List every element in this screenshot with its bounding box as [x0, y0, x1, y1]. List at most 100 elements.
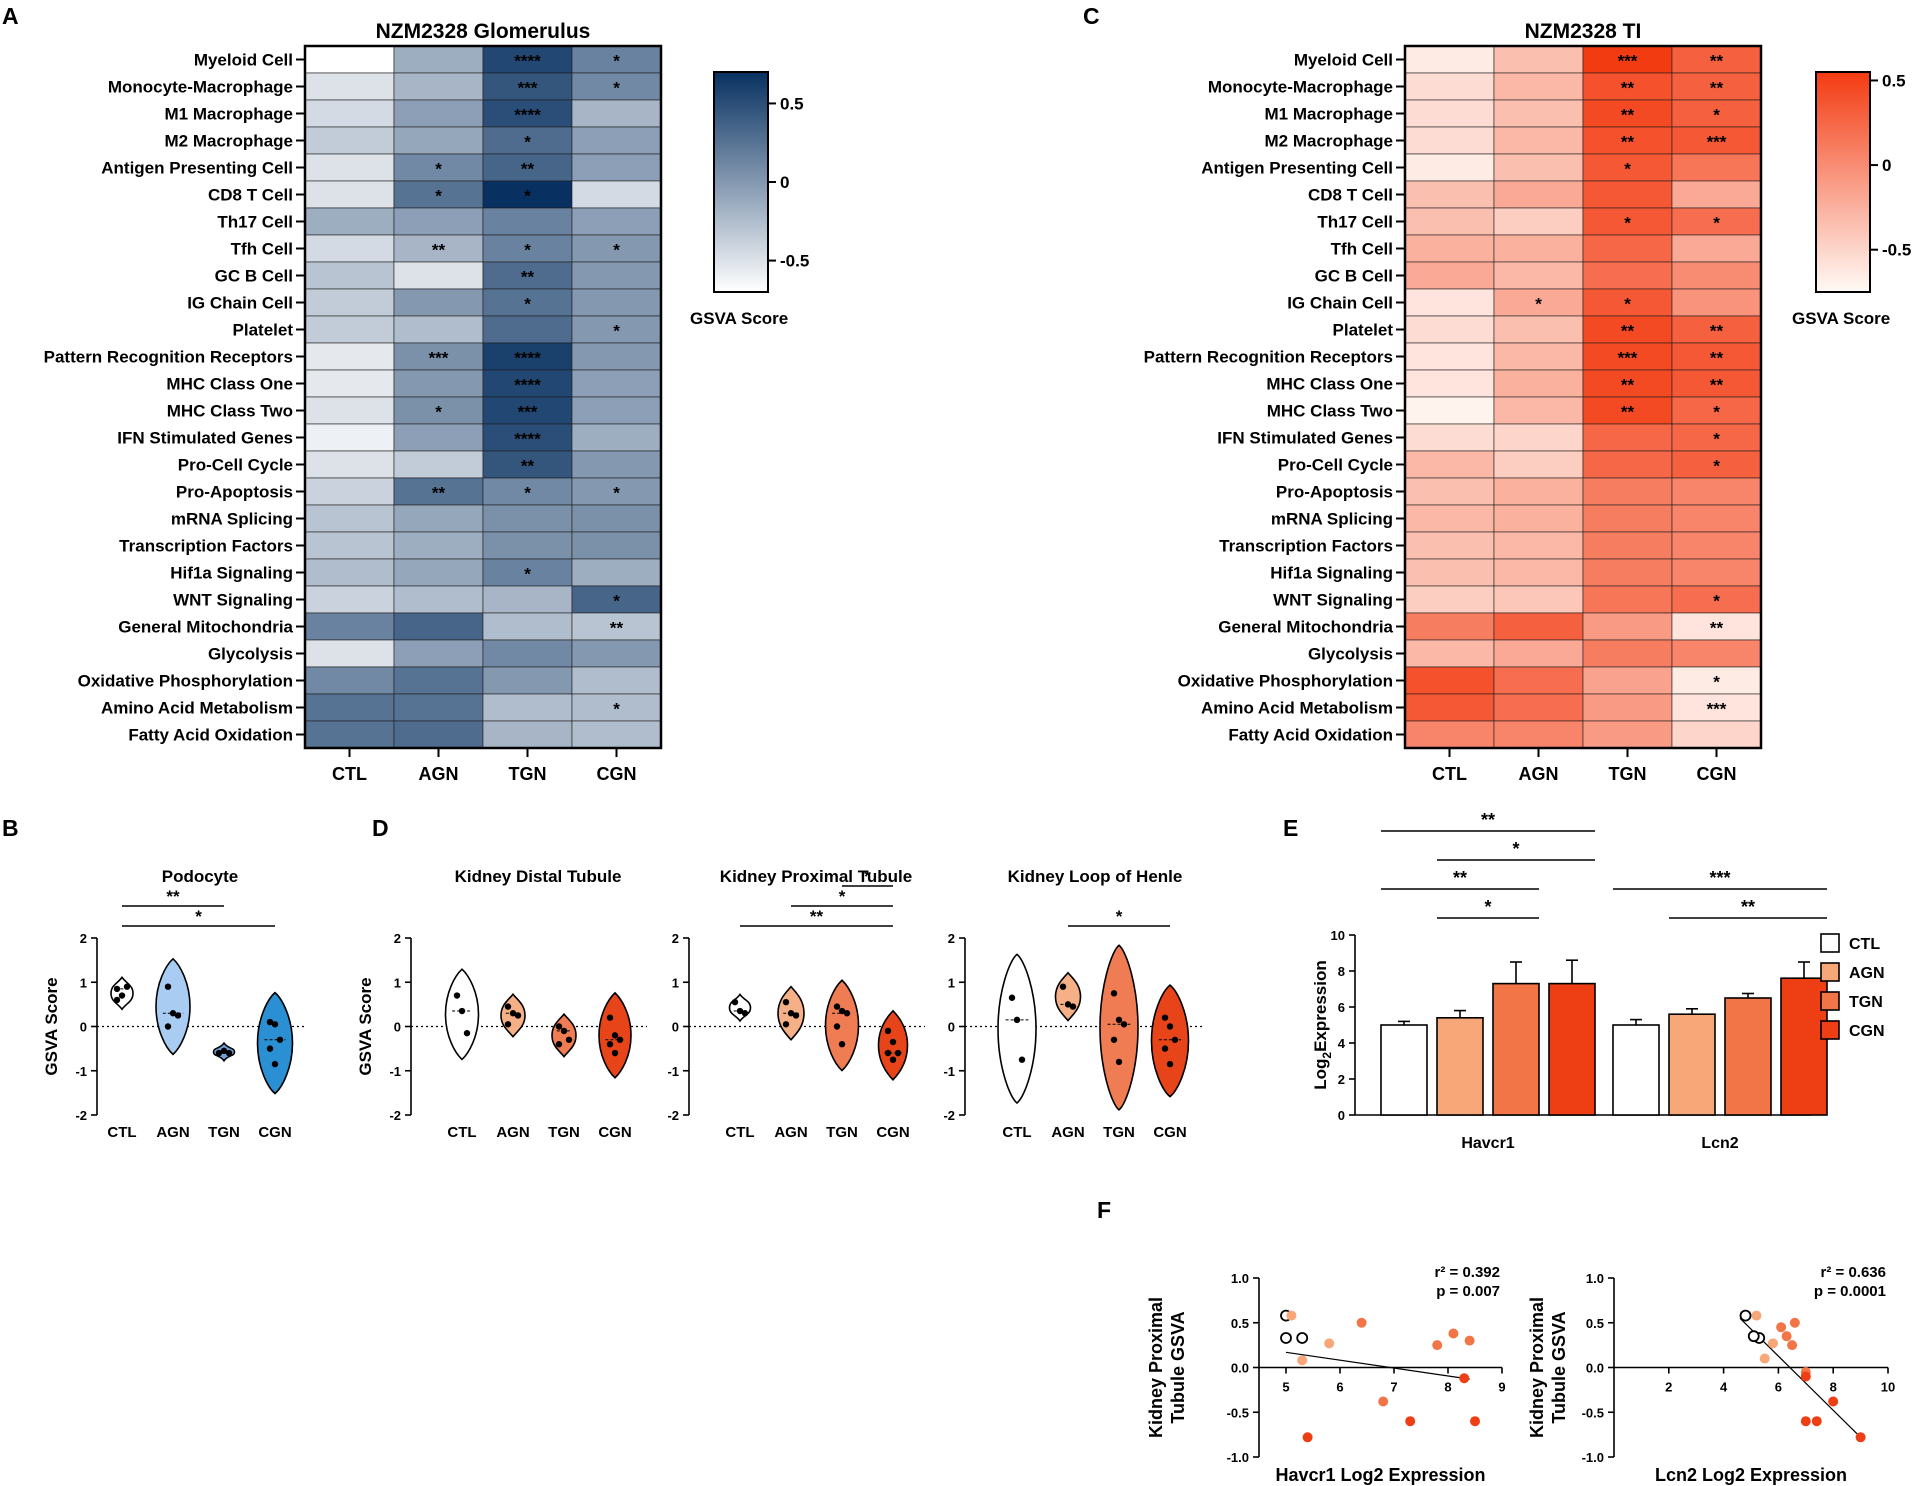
stat-p: p = 0.007 — [1436, 1283, 1500, 1300]
heatmap-cell — [1671, 153, 1762, 182]
significance-mark: ** — [1621, 133, 1635, 152]
data-point — [565, 1036, 573, 1043]
row-label: MHC Class Two — [167, 402, 293, 421]
heatmap-cell — [304, 342, 395, 371]
heatmap-cell — [393, 369, 484, 398]
legend-swatch — [1820, 933, 1840, 953]
row-label: Amino Acid Metabolism — [101, 699, 293, 718]
heatmap-cell — [482, 99, 573, 128]
heatmap-cell — [482, 693, 573, 722]
row-label: Tfh Cell — [231, 240, 293, 259]
heatmap-cell — [1493, 153, 1584, 182]
y-tick-label: 2 — [394, 931, 401, 946]
heatmap-cell — [393, 612, 484, 641]
heatmap-cell — [571, 369, 662, 398]
colorbar-tick-label: 0.5 — [1882, 71, 1906, 90]
y-axis-label: Kidney Proximal Tubule GSVA — [1146, 1297, 1188, 1438]
panel-label-e: E — [1283, 815, 1298, 841]
data-point — [1828, 1396, 1839, 1407]
significance-mark: ** — [1621, 376, 1635, 395]
column-label: TGN — [1609, 764, 1647, 784]
heatmap-cell — [393, 180, 484, 209]
significance-mark: * — [864, 867, 871, 886]
row-label: General Mitochondria — [1218, 618, 1393, 637]
heatmap-cell — [1582, 531, 1673, 560]
bar — [1612, 1024, 1660, 1116]
row-label: Pro-Apoptosis — [176, 483, 293, 502]
heatmap-cell — [1671, 396, 1762, 425]
bar — [1436, 1016, 1484, 1116]
significance-mark: ** — [521, 268, 535, 287]
violin-shape — [997, 953, 1037, 1105]
y-tick-label: 10 — [1331, 928, 1345, 943]
row-label: M1 Macrophage — [1265, 105, 1393, 124]
fit-line — [1285, 1351, 1470, 1380]
heatmap-cell — [1582, 693, 1673, 722]
heatmap-cell — [1671, 261, 1762, 290]
data-point — [1166, 1023, 1174, 1030]
violin-d1: Kidney Distal Tubule 2 1 0 -1 -2 GSVA Score CTL… — [356, 867, 647, 1141]
data-point — [787, 1010, 795, 1017]
column-label: CGN — [1697, 764, 1737, 784]
heatmap-cell — [393, 288, 484, 317]
x-tick-label: CTL — [1002, 1124, 1031, 1141]
row-label: M2 Macrophage — [165, 132, 293, 151]
heatmap-cell — [1582, 369, 1673, 398]
data-point — [1751, 1310, 1762, 1321]
row-label: GC B Cell — [1315, 267, 1393, 286]
x-tick-label: 5 — [1282, 1380, 1289, 1395]
heatmap-a: NZM2328 Glomerulus**** **** ******* *** *** *… — [44, 20, 810, 784]
heatmap-cell — [1671, 531, 1762, 560]
x-tick-label: AGN — [774, 1124, 807, 1141]
stat-p: p = 0.0001 — [1814, 1283, 1886, 1300]
violin-shape — [1099, 944, 1139, 1111]
significance-mark: **** — [514, 52, 541, 71]
significance-mark: * — [1624, 160, 1631, 179]
heatmap-cell — [571, 396, 662, 425]
heatmap-cell — [1493, 342, 1584, 371]
data-point — [1324, 1338, 1335, 1349]
panel-label-f: F — [1097, 1197, 1111, 1223]
heatmap-cell — [1404, 153, 1495, 182]
heatmap-cell — [1493, 585, 1584, 614]
y-tick-label: 1.0 — [1586, 1271, 1604, 1286]
row-label: CD8 T Cell — [208, 186, 293, 205]
heatmap-cell — [571, 45, 662, 74]
heatmap-cell — [1582, 234, 1673, 263]
significance-mark: ** — [1481, 810, 1495, 830]
scatter-f2: 1.0 0.5 0.0 -0.5 -1.0 2 4 6 8 10 Kidney Proximal Tu… — [1527, 1264, 1895, 1485]
significance-mark: * — [613, 322, 620, 341]
row-label: Oxidative Phosphorylation — [1178, 672, 1393, 691]
row-label: Fatty Acid Oxidation — [128, 726, 293, 745]
significance-mark: ** — [1710, 619, 1724, 638]
heatmap-cell — [1493, 315, 1584, 344]
heatmap-cell — [482, 234, 573, 263]
row-label: MHC Class Two — [1267, 402, 1393, 421]
data-point — [1787, 1340, 1798, 1351]
heatmap-cell — [482, 531, 573, 560]
significance-mark: * — [435, 403, 442, 422]
violin-shape — [824, 979, 860, 1072]
data-point — [1781, 1331, 1792, 1342]
heatmap-cell — [304, 531, 395, 560]
significance-mark: * — [1713, 430, 1720, 449]
violin-shape — [877, 1009, 909, 1081]
data-point — [1161, 1014, 1169, 1021]
x-tick-label: AGN — [496, 1124, 529, 1141]
heatmap-cell — [393, 99, 484, 128]
column-label: CTL — [332, 764, 367, 784]
violin-d3: Kidney Loop of Henle 2 1 0 -1 -2 CTL AGN TGN CGN * — [943, 867, 1202, 1141]
significance-mark: *** — [1618, 349, 1638, 368]
significance-mark: * — [1484, 897, 1491, 917]
heatmap-cell — [304, 450, 395, 479]
data-point — [504, 1021, 512, 1028]
heatmap-cell — [1493, 261, 1584, 290]
heatmap-cell — [1493, 450, 1584, 479]
significance-mark: ** — [521, 457, 535, 476]
heatmap-cell — [482, 585, 573, 614]
colorbar-tick-label: 0 — [780, 173, 789, 192]
heatmap-cell — [571, 288, 662, 317]
heatmap-cell — [571, 531, 662, 560]
column-label: AGN — [419, 764, 459, 784]
data-point — [271, 1021, 279, 1028]
